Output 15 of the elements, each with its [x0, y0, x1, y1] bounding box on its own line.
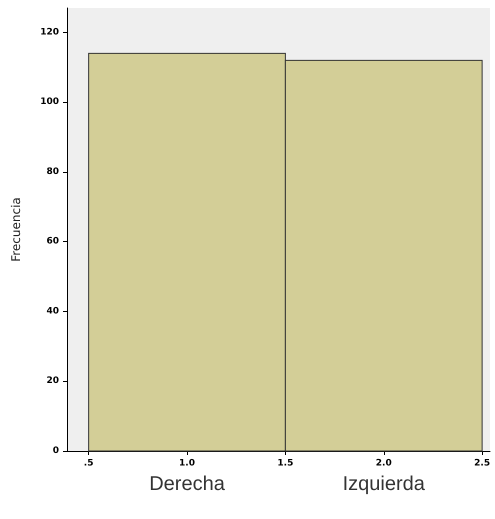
x-tick-label: 2.0 [376, 458, 392, 468]
x-tick-label: 1.5 [277, 458, 294, 468]
y-tick-label: 0 [52, 446, 59, 456]
y-tick-label: 20 [46, 376, 59, 386]
y-tick-label: 120 [40, 27, 59, 38]
y-tick-label: 100 [40, 97, 59, 108]
y-tick-label: 40 [46, 306, 59, 316]
y-tick-label: 60 [46, 236, 59, 247]
x-tick-label: .5 [84, 458, 94, 468]
x-tick-label: 2.5 [474, 458, 490, 468]
text: Derecha [149, 473, 226, 495]
y-tick-label: 80 [46, 166, 59, 177]
x-tick-label: 1.0 [179, 458, 195, 468]
y-axis-title: Frecuencia [9, 197, 23, 262]
text: Izquierda [342, 473, 426, 495]
